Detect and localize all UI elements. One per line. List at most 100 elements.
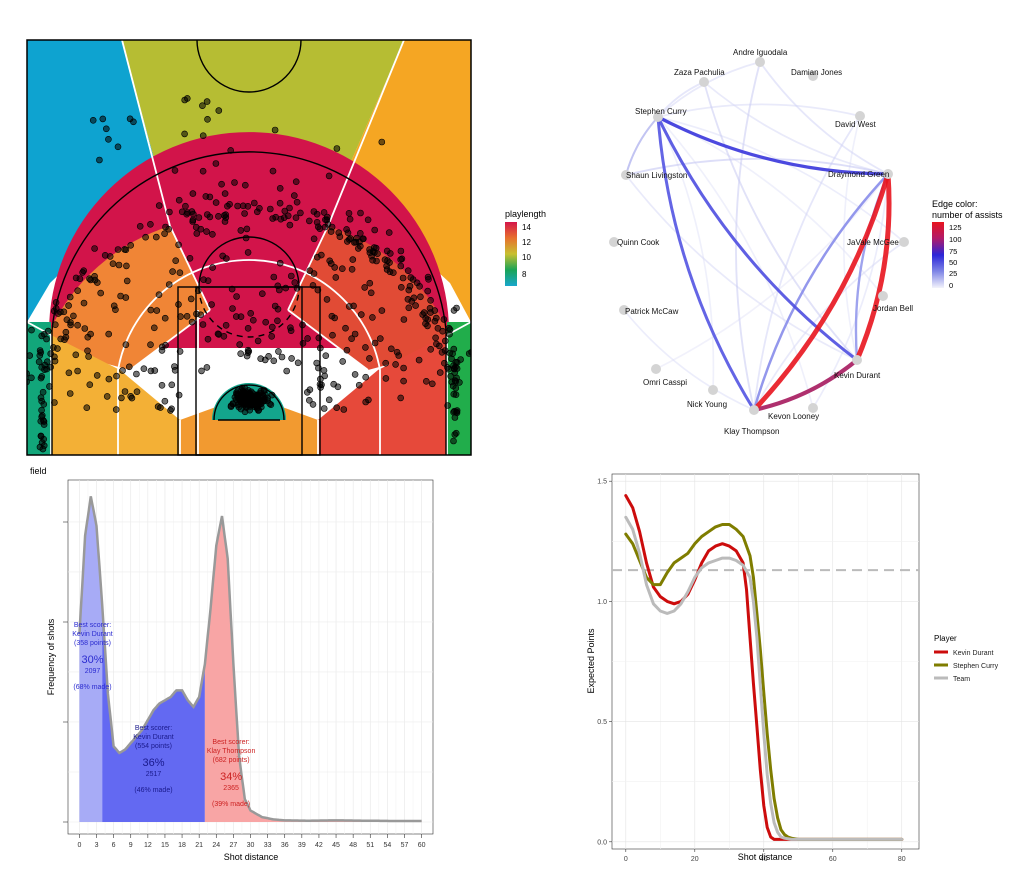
shot-point xyxy=(338,265,346,273)
density-region-label: Klay Thompson xyxy=(207,748,256,755)
shot-point xyxy=(237,350,244,358)
network-node xyxy=(651,364,661,374)
shot-point xyxy=(342,324,349,332)
shot-point xyxy=(147,221,154,228)
shot-point xyxy=(204,335,212,343)
network-node-label: JaVale McGee xyxy=(847,238,899,247)
shot-point xyxy=(351,371,359,378)
shot-point xyxy=(147,341,154,349)
shot-point xyxy=(35,358,43,366)
shot-point xyxy=(221,218,229,225)
shot-point xyxy=(271,302,279,310)
shot-point xyxy=(215,331,223,338)
shot-point xyxy=(305,396,313,404)
shot-point xyxy=(112,406,120,413)
network-legend-title: number of assists xyxy=(932,210,1003,220)
shot-point xyxy=(275,348,282,355)
shot-point xyxy=(212,199,220,206)
shot-point xyxy=(348,335,355,343)
shot-point xyxy=(360,235,367,243)
shot-point xyxy=(344,229,352,237)
network-node-label: Jordan Bell xyxy=(873,304,913,313)
shot-point xyxy=(155,291,163,299)
shot-point xyxy=(153,233,160,241)
density-region-label: Best scorer: xyxy=(135,725,172,732)
shot-point xyxy=(119,367,126,374)
shot-point xyxy=(40,330,48,338)
shot-point xyxy=(299,339,307,347)
shot-point xyxy=(254,337,262,345)
shot-point xyxy=(452,384,460,392)
shot-point xyxy=(177,313,184,320)
network-edge xyxy=(751,357,860,413)
shot-point xyxy=(427,296,434,304)
shot-point xyxy=(331,314,339,322)
court-legend-title: playlength xyxy=(505,209,546,219)
density-title: field xyxy=(30,466,47,476)
shot-point xyxy=(314,286,322,294)
shot-point xyxy=(202,193,210,200)
shot-point xyxy=(432,334,439,342)
shot-point xyxy=(136,223,144,230)
shot-point xyxy=(204,116,211,123)
shot-point xyxy=(37,394,45,402)
density-region xyxy=(204,516,422,822)
court-legend-tick: 14 xyxy=(522,223,531,232)
density-region-label: (554 points) xyxy=(135,743,172,750)
shot-point xyxy=(161,314,169,322)
density-region-label: (68% made) xyxy=(73,684,111,691)
shot-point xyxy=(80,299,88,307)
court-border xyxy=(26,39,472,456)
shot-point xyxy=(434,324,442,332)
expected-x-tick-label: 40 xyxy=(760,856,768,863)
shot-point xyxy=(199,167,207,175)
shot-point xyxy=(209,231,216,238)
shot-point xyxy=(229,400,237,407)
network-node xyxy=(609,237,619,247)
shot-point xyxy=(142,233,149,241)
shot-point xyxy=(157,404,164,411)
expected-x-tick-label: 0 xyxy=(624,856,628,863)
shot-point xyxy=(404,267,412,275)
shot-point xyxy=(268,323,276,331)
density-region xyxy=(102,604,205,822)
density-x-tick-label: 45 xyxy=(332,842,340,849)
shot-point xyxy=(320,209,328,216)
shot-point xyxy=(233,293,240,300)
shot-point xyxy=(161,230,168,237)
shot-point xyxy=(40,418,48,425)
shot-point xyxy=(133,388,141,396)
shot-point xyxy=(228,285,236,293)
shot-point xyxy=(453,304,460,312)
network-node-label: Zaza Pachulia xyxy=(674,68,725,77)
density-x-tick-label: 39 xyxy=(298,842,306,849)
shot-point xyxy=(292,178,300,185)
shot-point xyxy=(441,337,449,345)
shot-point xyxy=(366,355,373,362)
shot-point xyxy=(39,388,47,396)
shot-point xyxy=(362,344,369,351)
shot-point xyxy=(292,214,300,221)
network-node xyxy=(899,237,909,247)
shot-point xyxy=(367,289,375,297)
shot-point xyxy=(235,394,242,402)
network-edge xyxy=(625,174,858,361)
network-edge xyxy=(655,173,889,370)
shot-point xyxy=(151,324,158,332)
zone-divider xyxy=(169,225,211,311)
shot-points xyxy=(27,95,471,453)
shot-point xyxy=(452,391,460,399)
shot-point xyxy=(404,295,412,303)
zone-left-deep xyxy=(27,40,168,322)
density-region-label: 30% xyxy=(81,654,103,666)
shot-point xyxy=(176,269,184,277)
shot-point xyxy=(41,366,48,374)
shot-point xyxy=(395,352,403,359)
shot-point xyxy=(227,147,234,154)
shot-point xyxy=(63,316,71,324)
shot-point xyxy=(28,374,35,382)
shot-point xyxy=(378,138,386,146)
network-edge xyxy=(657,116,715,391)
shot-point xyxy=(261,356,269,364)
network-node-label: Patrick McCaw xyxy=(625,307,679,316)
